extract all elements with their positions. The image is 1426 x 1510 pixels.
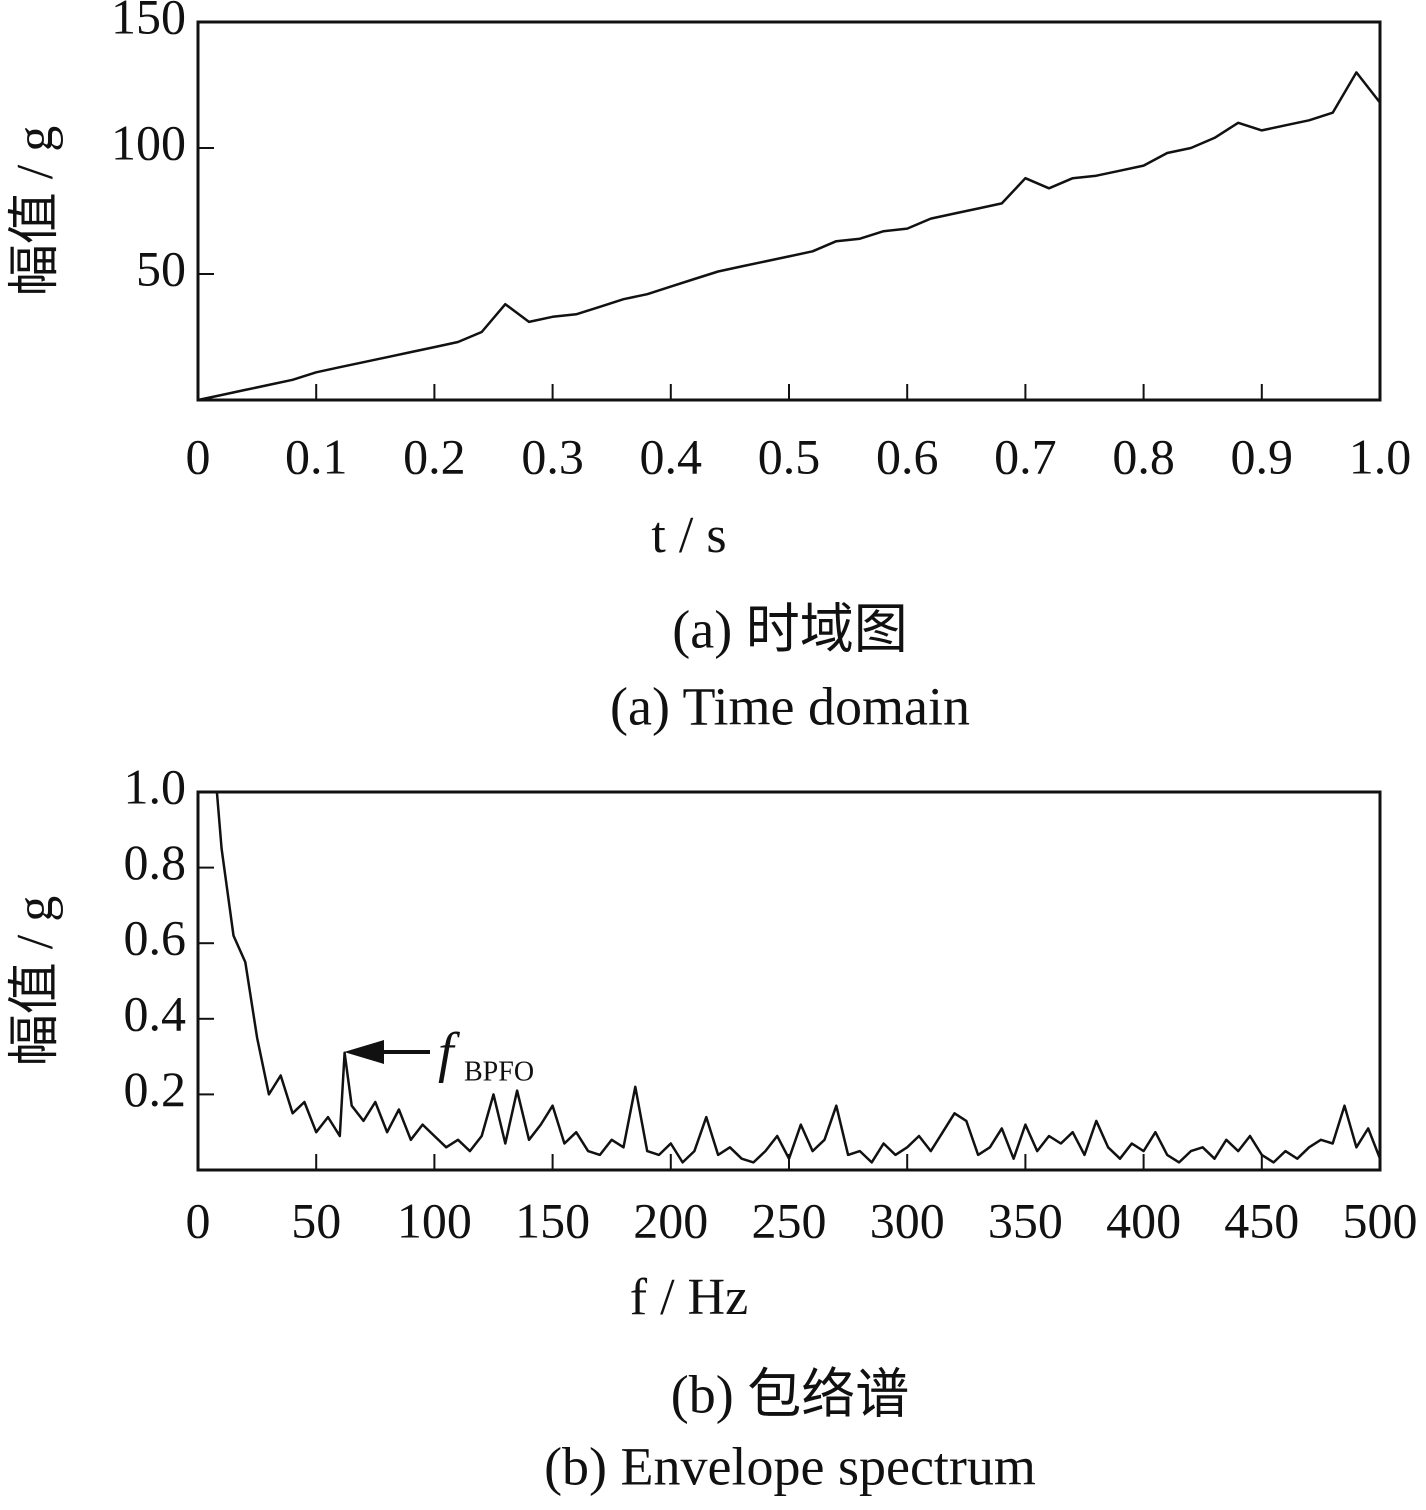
- x-tick-label: 150: [515, 1192, 590, 1248]
- x-tick-label: 300: [870, 1192, 945, 1248]
- y-axis-label: 幅值 / g: [7, 896, 64, 1066]
- x-tick-label: 1.0: [1349, 428, 1412, 484]
- annotation-text: f: [438, 1022, 461, 1084]
- y-tick-label: 1.0: [124, 758, 187, 814]
- x-tick-label: 400: [1106, 1192, 1181, 1248]
- x-tick-label: 0.4: [640, 428, 703, 484]
- data-line: [215, 791, 1382, 1164]
- y-tick-label: 50: [136, 240, 186, 296]
- annotation-subscript: BPFO: [464, 1056, 534, 1087]
- caption-en: (a) Time domain: [610, 676, 970, 736]
- y-tick-label: 0.2: [124, 1061, 187, 1117]
- x-tick-label: 250: [752, 1192, 827, 1248]
- x-axis-label: t / s: [651, 507, 726, 564]
- y-tick-label: 150: [111, 0, 186, 44]
- y-tick-label: 0.4: [124, 985, 187, 1041]
- x-tick-label: 0.2: [403, 428, 466, 484]
- x-tick-label: 0: [186, 428, 211, 484]
- x-axis-label: f / Hz: [630, 1269, 748, 1326]
- plot-frame: [196, 790, 1382, 1172]
- x-tick-label: 0.1: [285, 428, 348, 484]
- x-tick-label: 350: [988, 1192, 1063, 1248]
- x-tick-label: 50: [291, 1192, 341, 1248]
- y-axis-label: 幅值 / g: [7, 126, 64, 296]
- annotation-arrowhead: [344, 1040, 384, 1064]
- x-tick-label: 450: [1224, 1192, 1299, 1248]
- y-tick-label: 0.8: [124, 834, 187, 890]
- x-tick-label: 200: [633, 1192, 708, 1248]
- x-tick-label: 0.8: [1112, 428, 1175, 484]
- x-tick-label: 0: [186, 1192, 211, 1248]
- x-tick-label: 0.5: [758, 428, 821, 484]
- x-tick-label: 0.3: [521, 428, 584, 484]
- caption-cn: (b) 包络谱: [671, 1364, 909, 1424]
- y-tick-label: 100: [111, 114, 186, 170]
- caption-cn: (a) 时域图: [672, 599, 907, 659]
- caption-en: (b) Envelope spectrum: [544, 1436, 1036, 1496]
- x-tick-label: 0.6: [876, 428, 939, 484]
- x-tick-label: 0.7: [994, 428, 1057, 484]
- x-tick-label: 100: [397, 1192, 472, 1248]
- y-tick-label: 0.6: [124, 910, 187, 966]
- plot-frame: [196, 20, 1382, 402]
- x-tick-label: 500: [1343, 1192, 1418, 1248]
- x-tick-label: 0.9: [1231, 428, 1294, 484]
- data-line: [197, 71, 1381, 402]
